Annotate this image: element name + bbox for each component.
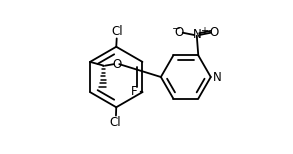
Text: Cl: Cl xyxy=(110,116,121,129)
Text: O: O xyxy=(175,26,184,39)
Text: F: F xyxy=(131,85,138,98)
Text: +: + xyxy=(200,26,208,36)
Text: −: − xyxy=(172,24,180,34)
Text: O: O xyxy=(112,58,121,71)
Text: N: N xyxy=(193,28,201,41)
Text: O: O xyxy=(209,26,219,39)
Text: Cl: Cl xyxy=(111,25,123,38)
Text: N: N xyxy=(213,71,222,83)
